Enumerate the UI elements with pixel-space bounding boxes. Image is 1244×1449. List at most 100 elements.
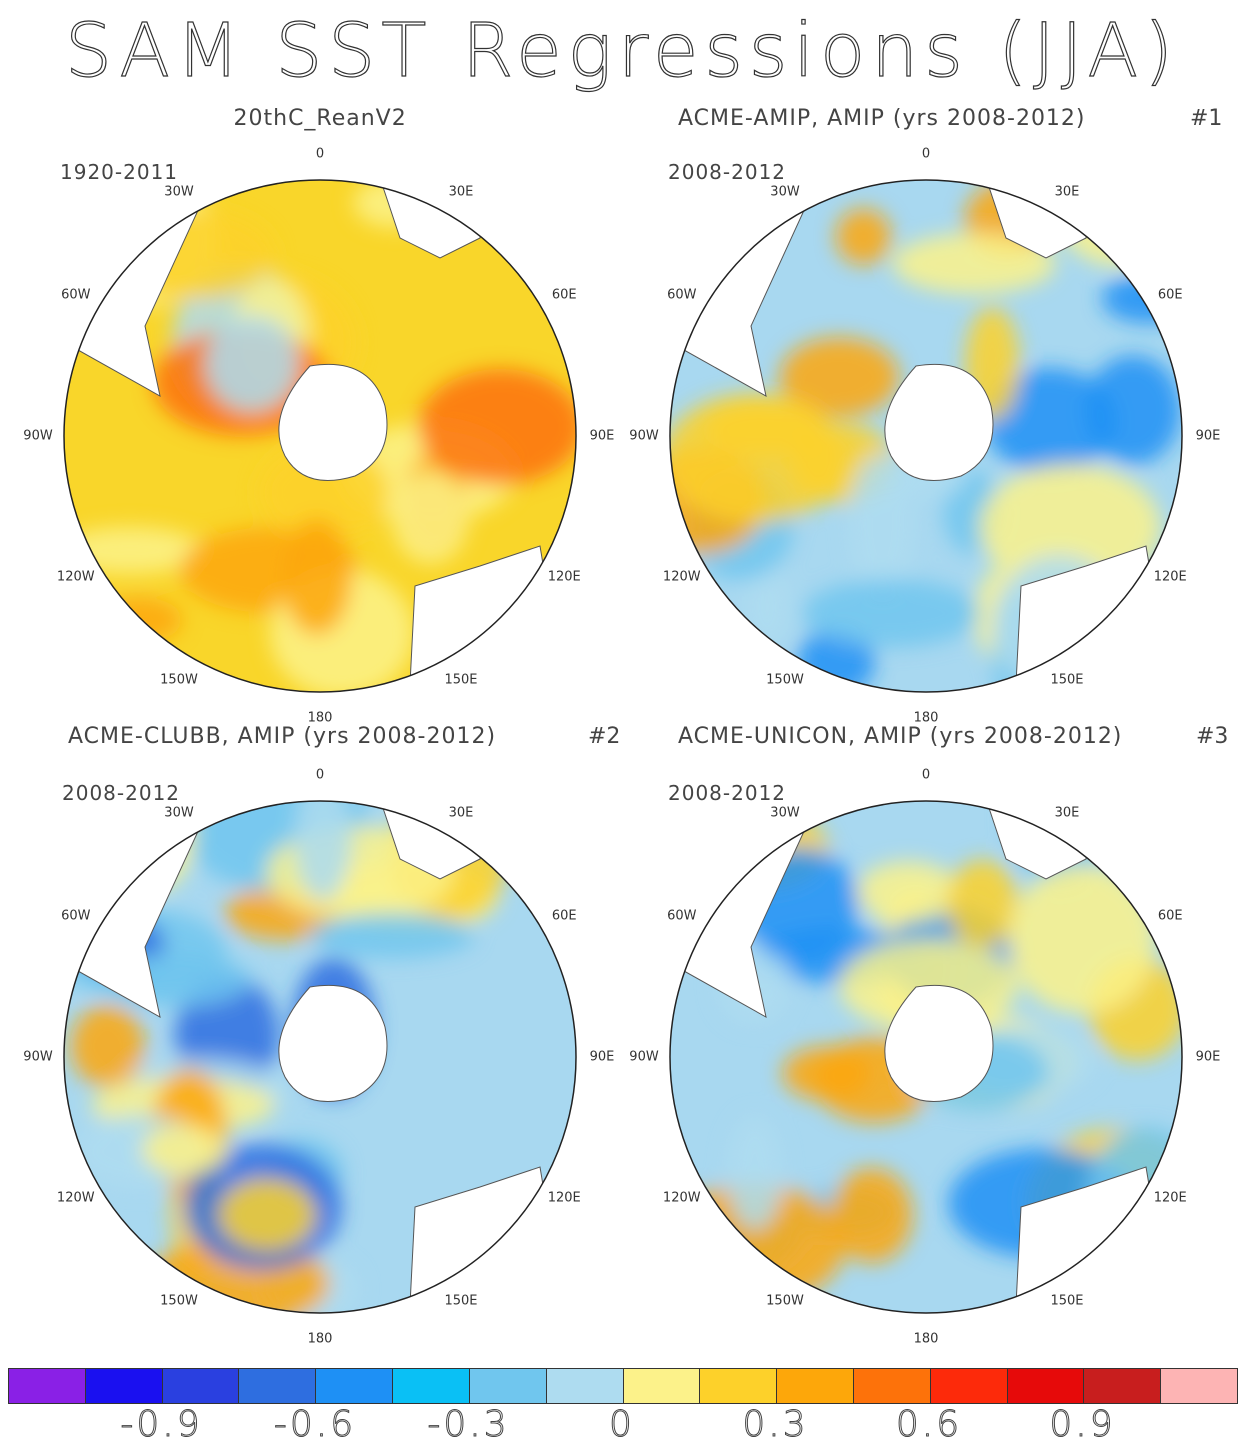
longitude-label: 150E bbox=[444, 1293, 478, 1309]
period-label: 2008-2012 bbox=[668, 160, 787, 184]
longitude-label: 60E bbox=[551, 908, 577, 924]
sst-anomaly-region bbox=[295, 801, 352, 902]
panel-id: #3 bbox=[1196, 724, 1229, 749]
longitude-label: 180 bbox=[913, 1331, 939, 1347]
longitude-label: 150W bbox=[160, 1293, 198, 1309]
sst-anomaly-region bbox=[831, 1167, 913, 1263]
sst-anomaly-region bbox=[96, 596, 183, 643]
longitude-label: 120E bbox=[547, 569, 581, 585]
longitude-label: 120W bbox=[662, 1190, 701, 1206]
longitude-label: 30E bbox=[1054, 184, 1080, 200]
polar-map bbox=[63, 800, 577, 1314]
map-boundary bbox=[669, 800, 1183, 1314]
sst-anomaly-region bbox=[835, 208, 892, 265]
map-boundary bbox=[63, 800, 577, 1314]
longitude-label: 150W bbox=[766, 672, 804, 688]
landmass bbox=[278, 984, 388, 1102]
longitude-label: 30W bbox=[770, 805, 800, 821]
sst-anomaly-region bbox=[802, 578, 980, 648]
sst-anomaly-region bbox=[281, 518, 352, 636]
longitude-label: 60E bbox=[1157, 908, 1183, 924]
longitude-label: 120W bbox=[662, 569, 701, 585]
colorbar-swatch bbox=[1007, 1369, 1085, 1403]
sst-anomaly-region bbox=[392, 470, 469, 564]
panel-title: ACME-CLUBB, AMIP (yrs 2008-2012) bbox=[68, 724, 497, 749]
panel-title: ACME-UNICON, AMIP (yrs 2008-2012) bbox=[678, 724, 1123, 749]
period-label: 2008-2012 bbox=[62, 781, 181, 805]
longitude-label: 60W bbox=[61, 287, 91, 303]
longitude-label: 60E bbox=[551, 287, 577, 303]
longitude-label: 0 bbox=[921, 767, 931, 783]
longitude-label: 120E bbox=[547, 1190, 581, 1206]
colorbar-swatch bbox=[85, 1369, 163, 1403]
main-title: SAM SST Regressions (JJA) bbox=[64, 7, 1179, 94]
colorbar-swatch bbox=[239, 1369, 317, 1403]
colorbar-tick-label: -0.6 bbox=[273, 1404, 357, 1446]
longitude-label: 120W bbox=[56, 569, 95, 585]
longitude-label: 60W bbox=[61, 908, 91, 924]
longitude-label: 0 bbox=[921, 146, 931, 162]
landmass bbox=[278, 363, 388, 481]
landmass bbox=[884, 984, 994, 1102]
sst-anomaly-region bbox=[946, 859, 1018, 949]
longitude-label: 0 bbox=[315, 146, 325, 162]
longitude-label: 60W bbox=[667, 287, 697, 303]
colorbar-swatch bbox=[469, 1369, 547, 1403]
landmass bbox=[884, 363, 994, 481]
sst-anomaly-region bbox=[418, 368, 576, 485]
longitude-label: 150E bbox=[1050, 1293, 1084, 1309]
colorbar-swatch bbox=[9, 1369, 86, 1403]
longitude-label: 120W bbox=[56, 1190, 95, 1206]
colorbar-swatch bbox=[546, 1369, 624, 1403]
longitude-label: 180 bbox=[307, 1331, 333, 1347]
longitude-label: 90E bbox=[1195, 428, 1221, 444]
sst-anomaly-region bbox=[1008, 865, 1156, 1014]
longitude-label: 30W bbox=[164, 805, 194, 821]
map-boundary bbox=[63, 179, 577, 693]
colorbar-swatch bbox=[700, 1369, 778, 1403]
sst-anomaly-region bbox=[1085, 355, 1181, 465]
colorbar-tick-label: 0 bbox=[609, 1404, 635, 1446]
colorbar-swatch bbox=[393, 1369, 470, 1403]
longitude-label: 30E bbox=[448, 805, 474, 821]
longitude-label: 30E bbox=[448, 184, 474, 200]
longitude-label: 150E bbox=[1050, 672, 1084, 688]
panel-id: #1 bbox=[1190, 106, 1223, 131]
longitude-label: 150W bbox=[160, 672, 198, 688]
sst-anomaly-region bbox=[726, 1114, 783, 1230]
sst-anomaly-region bbox=[856, 861, 960, 923]
colorbar-tick-label: -0.9 bbox=[120, 1404, 203, 1446]
colorbar-tick-label: 0.3 bbox=[742, 1404, 809, 1446]
colorbar-swatch bbox=[777, 1369, 854, 1403]
sst-anomaly-region bbox=[670, 180, 771, 222]
longitude-label: 90W bbox=[629, 428, 659, 444]
longitude-label: 150W bbox=[766, 1293, 804, 1309]
polar-map bbox=[669, 179, 1183, 693]
colorbar-tick-label: 0.6 bbox=[895, 1404, 963, 1446]
polar-map bbox=[669, 800, 1183, 1314]
colorbar-swatch bbox=[1161, 1369, 1237, 1403]
colorbar-swatch bbox=[162, 1369, 240, 1403]
colorbar-swatch bbox=[316, 1369, 394, 1403]
colorbar-tick-label: -0.3 bbox=[427, 1404, 510, 1446]
polar-map bbox=[63, 179, 577, 693]
sst-anomaly-region bbox=[218, 1178, 316, 1252]
sst-anomaly-region bbox=[205, 314, 299, 413]
sst-anomaly-region bbox=[459, 180, 576, 224]
sst-anomaly-region bbox=[701, 400, 826, 458]
longitude-label: 90W bbox=[629, 1049, 659, 1065]
colorbar-swatch bbox=[853, 1369, 931, 1403]
longitude-label: 30E bbox=[1054, 805, 1080, 821]
colorbar-swatch bbox=[930, 1369, 1008, 1403]
colorbar-swatch bbox=[623, 1369, 701, 1403]
sst-anomaly-region bbox=[984, 367, 1117, 475]
longitude-label: 180 bbox=[307, 710, 333, 726]
longitude-label: 90W bbox=[23, 428, 53, 444]
longitude-label: 150E bbox=[444, 672, 478, 688]
sst-anomaly-region bbox=[310, 912, 475, 959]
sst-anomaly-region bbox=[70, 1004, 145, 1088]
longitude-label: 30W bbox=[770, 184, 800, 200]
panel-title: ACME-AMIP, AMIP (yrs 2008-2012) bbox=[678, 106, 1086, 131]
sst-anomaly-region bbox=[66, 1251, 138, 1313]
longitude-label: 120E bbox=[1153, 1190, 1187, 1206]
